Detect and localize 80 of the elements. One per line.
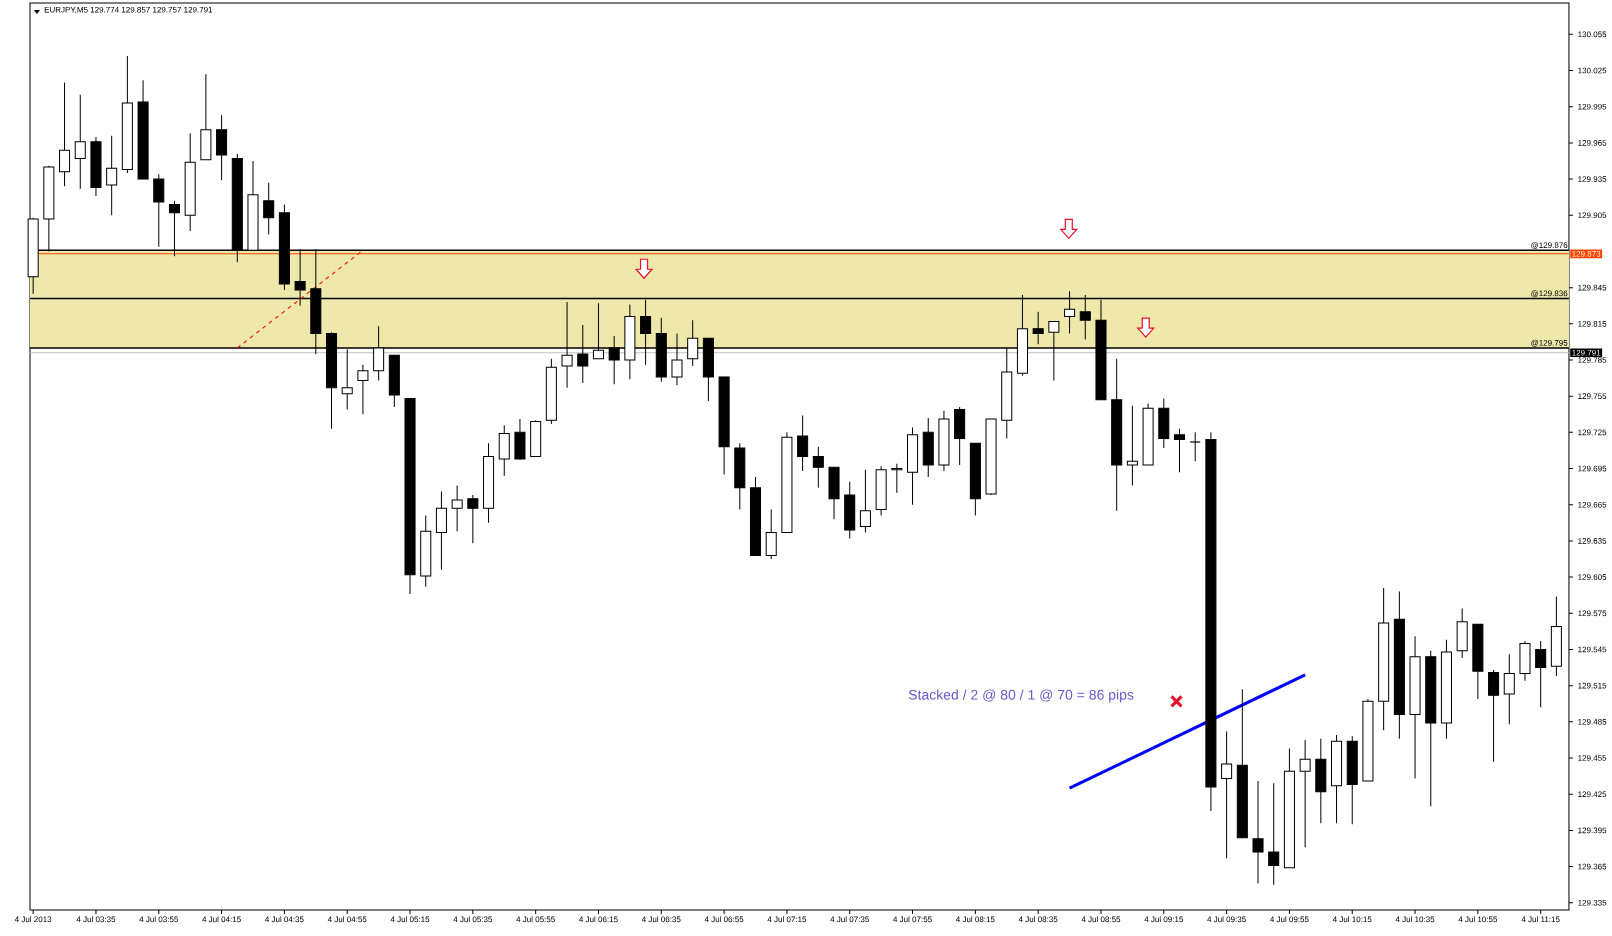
candlestick <box>1173 428 1186 473</box>
candlestick <box>467 494 479 544</box>
x-tick-label: 4 Jul 08:35 <box>1018 916 1058 923</box>
x-tick-label: 4 Jul 09:55 <box>1270 916 1309 923</box>
y-tick-label: 129.605 <box>1578 574 1607 580</box>
x-tick-label: 4 Jul 08:15 <box>955 916 995 923</box>
candlestick <box>263 182 275 236</box>
candlestick <box>1488 669 1500 763</box>
x-tick-label: 4 Jul 04:55 <box>327 916 367 923</box>
y-tick-label: 129.335 <box>1578 899 1607 906</box>
y-tick-label: 129.635 <box>1578 538 1607 544</box>
y-tick-label: 129.785 <box>1578 357 1607 363</box>
x-tick-label: 4 Jul 07:15 <box>767 916 807 923</box>
candlestick <box>891 463 903 494</box>
y-tick-label: 129.845 <box>1578 284 1607 291</box>
candlestick <box>106 135 118 216</box>
chart-title: EURJPY,M5 129.774 129.857 129.757 129.791 <box>44 6 213 14</box>
candlestick <box>797 414 809 472</box>
candlestick <box>1268 782 1280 886</box>
x-tick-label: 4 Jul 03:55 <box>139 916 178 923</box>
x-tick-label: 4 Jul 04:15 <box>202 916 241 923</box>
annotation: Stacked / 2 @ 80 / 1 @ 70 = 86 pips <box>908 689 1134 703</box>
x-tick-label: 4 Jul 2013 <box>14 916 52 923</box>
ref-line-label: @129.876 <box>1531 242 1568 249</box>
candlestick <box>357 364 369 415</box>
candlestick <box>859 469 871 533</box>
x-tick-label: 4 Jul 06:35 <box>641 916 681 923</box>
candlestick <box>1299 739 1311 848</box>
y-tick-label: 129.515 <box>1578 682 1607 689</box>
candlestick <box>765 509 777 560</box>
y-tick-label: 129.365 <box>1578 863 1607 870</box>
x-tick-label: 4 Jul 03:35 <box>76 916 116 923</box>
x-tick-label: 4 Jul 08:55 <box>1081 916 1121 923</box>
x-tick-label: 4 Jul 11:15 <box>1521 916 1560 923</box>
candlestick <box>1535 640 1547 708</box>
y-tick-label: 129.485 <box>1578 719 1607 725</box>
y-tick-label: 129.935 <box>1578 176 1607 182</box>
y-tick-label: 129.995 <box>1578 103 1607 110</box>
y-tick-label: 129.755 <box>1578 393 1607 400</box>
y-tick-label: 129.725 <box>1578 429 1607 436</box>
y-tick-label: 129.575 <box>1578 610 1607 617</box>
y-tick-label: 129.905 <box>1578 212 1607 219</box>
x-tick-label: 4 Jul 10:35 <box>1395 916 1435 923</box>
x-tick-label: 4 Jul 06:15 <box>579 916 618 923</box>
y-tick-label: 129.425 <box>1578 791 1607 798</box>
ref-line-label: 129.791 <box>1572 349 1601 356</box>
y-tick-label: 129.545 <box>1578 646 1607 653</box>
x-tick-label: 4 Jul 05:55 <box>516 916 555 923</box>
candlestick <box>1252 780 1264 884</box>
candlestick <box>1032 311 1044 345</box>
x-tick-label: 4 Jul 05:15 <box>390 916 430 923</box>
x-tick-label: 4 Jul 05:35 <box>453 916 493 923</box>
y-tick-label: 129.395 <box>1578 827 1607 834</box>
ref-line-label: @129.795 <box>1531 339 1568 347</box>
candlestick <box>451 484 463 532</box>
x-tick-label: 4 Jul 10:15 <box>1332 916 1372 923</box>
y-tick-label: 129.965 <box>1578 140 1607 146</box>
y-tick-label: 130.055 <box>1578 31 1607 38</box>
x-tick-label: 4 Jul 07:55 <box>893 916 932 923</box>
candlestick <box>153 173 165 248</box>
ref-line-label: @129.836 <box>1531 290 1568 298</box>
x-tick-label: 4 Jul 07:35 <box>830 916 869 923</box>
x-tick-label: 4 Jul 06:55 <box>704 916 744 923</box>
ref-line-label: 129.873 <box>1572 251 1601 257</box>
y-tick-label: 130.025 <box>1578 67 1607 74</box>
candlestick <box>1189 431 1201 462</box>
candlestick <box>74 94 86 190</box>
candlestick <box>1221 731 1233 859</box>
x-tick-label: 4 Jul 04:35 <box>265 916 304 923</box>
y-tick-label: 129.815 <box>1578 320 1607 327</box>
candlestick <box>1503 653 1515 725</box>
candlestick <box>1126 405 1138 486</box>
y-tick-label: 129.665 <box>1578 501 1607 508</box>
y-tick-label: 129.695 <box>1578 465 1607 472</box>
candlestick <box>812 446 824 489</box>
candlestick <box>59 82 71 187</box>
x-tick-label: 4 Jul 09:35 <box>1207 916 1246 923</box>
x-tick-label: 4 Jul 09:15 <box>1144 916 1184 923</box>
x-tick-label: 4 Jul 10:55 <box>1458 916 1498 923</box>
y-tick-label: 129.455 <box>1578 755 1607 761</box>
